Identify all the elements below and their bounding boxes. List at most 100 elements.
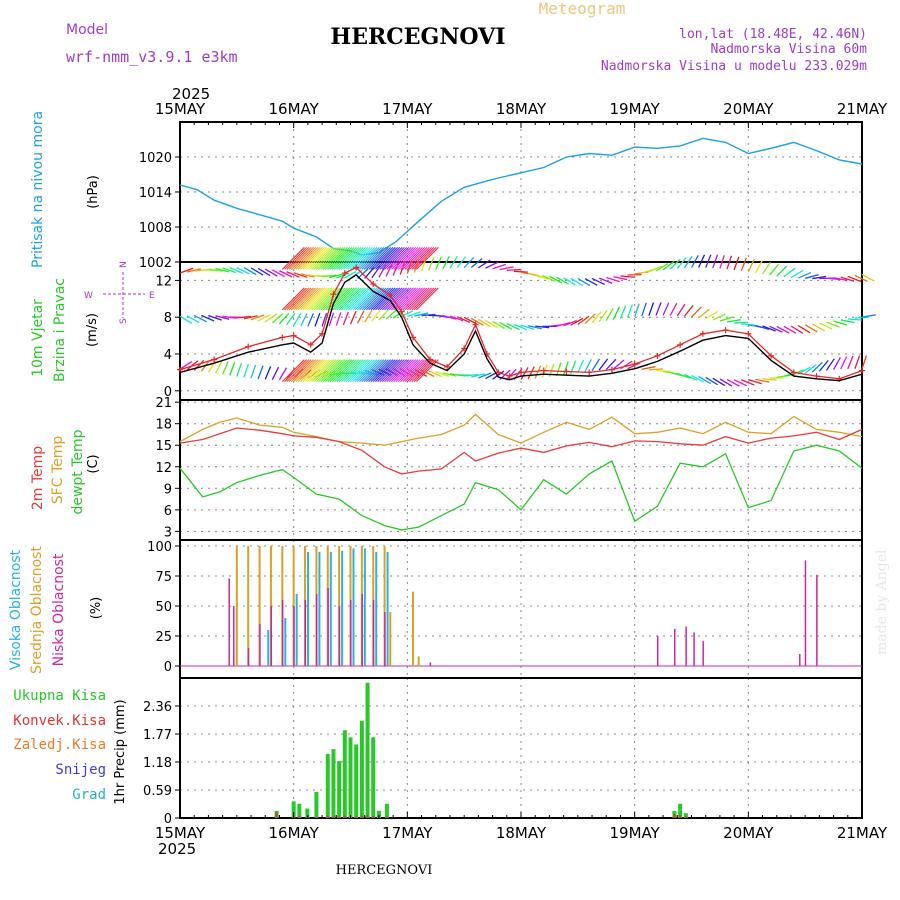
precip-bar — [291, 801, 296, 818]
ytick-label: 6 — [164, 504, 172, 519]
wind-hatch — [318, 287, 342, 311]
ytick-label: 100 — [147, 540, 172, 555]
wind-arrow — [527, 366, 535, 380]
wind-arrow — [243, 363, 249, 378]
wind-arrow — [577, 315, 590, 326]
date-label-bottom: 21MAY — [837, 824, 888, 842]
wind-arrow — [648, 302, 655, 316]
wind-hatch — [306, 359, 330, 382]
wind-arrow — [655, 302, 662, 316]
precip-legend-snow: Snijeg — [55, 762, 106, 778]
wind-hatch — [345, 359, 369, 382]
wind-arrow — [811, 361, 823, 373]
wind-arrow — [186, 315, 200, 324]
wind-arrow — [598, 309, 608, 322]
wind-hatch — [350, 246, 373, 270]
wind-arrow — [605, 358, 617, 370]
ytick-label: 1008 — [139, 221, 172, 236]
precip-bar — [376, 810, 381, 818]
wind-hatch — [406, 359, 430, 382]
wind-hatch — [291, 359, 314, 382]
wind-arrow — [691, 374, 705, 383]
gust-marker — [245, 343, 252, 350]
wind-arrow — [556, 276, 569, 285]
wind-hatch — [302, 246, 326, 270]
wind-arrow — [741, 323, 756, 326]
wind-arrow — [755, 324, 770, 330]
wind-hatch — [404, 359, 428, 382]
date-label-top: 17MAY — [382, 100, 433, 118]
panel-3: 0 25 50 75 100 — [147, 539, 863, 679]
wind-arrow — [464, 373, 479, 377]
wind-arrow — [534, 273, 549, 280]
wind-hatch — [375, 359, 398, 382]
wind-arrow — [620, 275, 635, 278]
wind-arrow — [229, 267, 243, 274]
wind-arrow — [421, 369, 435, 378]
convective-bar — [679, 815, 682, 818]
wind-hatch — [368, 287, 392, 311]
wind-hatch — [379, 287, 403, 311]
gust-marker — [410, 334, 417, 341]
wind-hatch — [350, 359, 373, 382]
wind-arrow — [854, 355, 861, 369]
wind-arrow — [804, 273, 819, 280]
date-label-bottom: 16MAY — [269, 824, 320, 842]
wind-arrow — [790, 269, 804, 279]
wind-hatch — [334, 246, 357, 270]
wind-hatch — [400, 246, 423, 270]
ytick-label: 8 — [164, 311, 172, 326]
wind-hatch — [300, 246, 323, 270]
wind-arrow — [847, 355, 854, 370]
wind-hatch — [302, 359, 326, 382]
year-bottom: 2025 — [158, 840, 196, 858]
wind-hatch — [416, 359, 439, 382]
wind-arrow — [492, 320, 505, 330]
ytick-label: 1014 — [139, 186, 172, 201]
wind-arrow — [371, 309, 381, 322]
wind-arrow — [485, 261, 499, 269]
wind-arrow — [598, 358, 609, 371]
wind-arrow — [428, 257, 435, 271]
gust-marker — [722, 327, 729, 334]
wind-hatch — [341, 246, 364, 270]
wind-hatch — [347, 246, 371, 270]
gust-marker — [444, 363, 451, 370]
convective-bar — [360, 815, 363, 818]
wind-arrow — [463, 316, 477, 325]
date-label-bottom: 20MAY — [723, 824, 774, 842]
wind-arrow — [485, 319, 498, 329]
wind-arrow — [818, 359, 829, 372]
wind-arrow — [520, 324, 535, 331]
wind-hatch — [352, 287, 376, 311]
wind-arrow — [712, 377, 726, 387]
wind-arrow — [215, 267, 230, 273]
wind-arrow — [613, 276, 628, 281]
wind-hatch — [291, 246, 314, 270]
wind-hatch — [304, 246, 328, 270]
wind-arrow — [833, 320, 848, 326]
wind-arrow — [335, 312, 342, 326]
ytick-label: 0 — [164, 385, 172, 400]
convective-bar — [673, 814, 676, 818]
convective-bar — [343, 815, 346, 818]
sfc-temp-line — [179, 413, 863, 446]
wind-arrow — [186, 268, 201, 273]
wind-hatch — [397, 287, 421, 311]
wind-arrow — [272, 269, 285, 278]
wind-arrow — [840, 356, 848, 370]
wind-arrow — [428, 370, 442, 378]
wind-arrow — [222, 361, 229, 375]
wind-arrow — [193, 314, 207, 323]
wind-arrow — [612, 359, 625, 370]
date-label-top: 20MAY — [723, 100, 774, 118]
wind-arrow — [783, 325, 797, 334]
wind-arrow — [705, 254, 712, 268]
model-label: Model — [66, 22, 108, 38]
wind-arrow — [783, 267, 796, 278]
wind-hatch — [377, 246, 401, 270]
wind-arrow — [549, 275, 563, 284]
gust-marker — [353, 264, 360, 271]
wind-arrow — [570, 317, 584, 326]
wind-arrow — [577, 277, 591, 287]
